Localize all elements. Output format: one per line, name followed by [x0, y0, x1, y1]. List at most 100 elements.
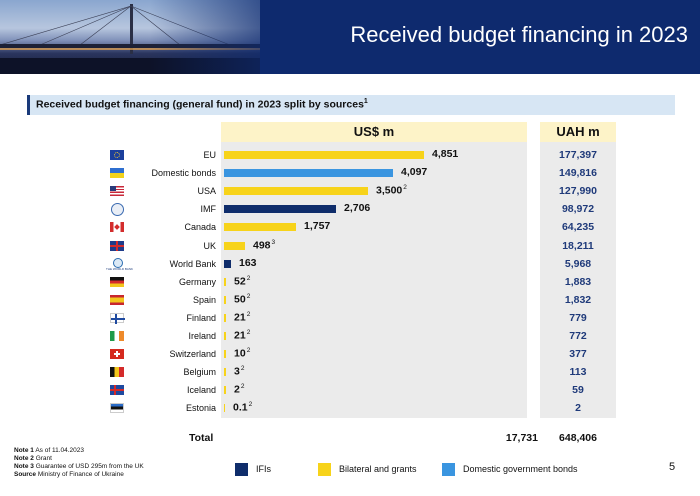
legend-item-ifis: IFIs	[235, 462, 271, 476]
flag-icon	[110, 240, 124, 251]
legend-swatch	[442, 462, 455, 476]
legend-item-bilateral: Bilateral and grants	[318, 462, 417, 476]
legend-swatch	[235, 462, 248, 476]
data-label-note: 2	[246, 347, 251, 355]
data-label-value: 2,706	[344, 202, 371, 215]
chart-subtitle: Received budget financing (general fund)…	[36, 98, 368, 111]
category-label: Germany	[178, 276, 216, 287]
flag-icon	[110, 403, 124, 414]
bar	[224, 386, 226, 395]
page-title: Received budget financing in 2023	[350, 22, 688, 47]
chart-row: UK 4983 18,211	[0, 238, 700, 256]
flag-icon	[110, 168, 124, 179]
total-label: Total	[189, 432, 214, 444]
data-label: 102	[234, 347, 250, 360]
footnote: Note 2 Grant	[14, 455, 144, 463]
data-label-note: 2	[246, 292, 251, 300]
data-label-value: 0.1	[233, 401, 248, 414]
chart-row: Iceland 22 59	[0, 382, 700, 400]
category-label: Switzerland	[169, 349, 216, 360]
data-label-note: 2	[246, 274, 251, 282]
uah-value: 98,972	[561, 203, 595, 216]
footnote-text: As of 11.04.2023	[35, 447, 84, 454]
footnote-key: Source	[14, 471, 37, 478]
bar	[224, 169, 393, 178]
data-label-value: 4,097	[401, 166, 428, 179]
chart-row: World Bank 163 5,968	[0, 256, 700, 274]
data-label-note: 2	[403, 184, 407, 192]
legend-item-domestic-bonds: Domestic government bonds	[442, 462, 578, 476]
data-label-value: 3	[234, 365, 240, 378]
flag-icon	[110, 186, 124, 197]
footnote-text: Grant	[35, 455, 52, 462]
data-label-note: 2	[240, 365, 245, 373]
category-label: Spain	[192, 294, 216, 305]
chart-row: Ireland 212 772	[0, 328, 700, 346]
category-label: Estonia	[185, 403, 216, 414]
bar	[224, 187, 368, 196]
data-label-value: 21	[234, 329, 246, 342]
data-label-value: 21	[234, 311, 246, 324]
bar	[224, 404, 225, 413]
uah-value: 2	[575, 402, 581, 415]
bar	[224, 313, 226, 322]
flag-icon	[111, 203, 124, 217]
legend-label: Bilateral and grants	[339, 464, 417, 474]
bar	[224, 277, 226, 286]
data-label: 4983	[253, 239, 275, 252]
uah-value: 772	[569, 330, 587, 342]
legend-label: Domestic government bonds	[463, 464, 578, 474]
header-banner: Received budget financing in 2023	[0, 0, 700, 74]
chart-row: Finland 212 779	[0, 310, 700, 328]
data-label-note: 3	[271, 238, 276, 246]
uah-value: 377	[569, 348, 587, 361]
data-label: 212	[234, 311, 250, 324]
bar	[224, 332, 226, 340]
data-label-value: 2	[234, 383, 240, 396]
bar	[224, 368, 226, 377]
chart-row: Domestic bonds 4,097 149,816	[0, 165, 700, 183]
data-label-value: 1,757	[304, 220, 331, 233]
data-label: 3,5002	[376, 184, 407, 197]
chart-row: Spain 502 1,832	[0, 292, 700, 310]
category-label: Canada	[184, 222, 216, 233]
bar	[224, 223, 296, 232]
category-label: Iceland	[186, 385, 216, 396]
bar	[224, 350, 226, 359]
uah-value: 113	[569, 366, 587, 379]
flag-icon	[110, 349, 124, 360]
category-label: USA	[197, 186, 216, 197]
data-label-note: 2	[240, 383, 245, 391]
uah-value: 127,990	[559, 185, 597, 198]
footnotes: Note 1 As of 11.04.2023 Note 2 Grant Not…	[14, 447, 144, 479]
data-label-value: 4,851	[432, 148, 459, 160]
footnote-text: Ministry of Finance of Ukraine	[37, 471, 124, 478]
data-label-note: 2	[248, 401, 253, 409]
flag-icon	[110, 294, 124, 305]
data-label: 32	[234, 365, 244, 378]
bar	[224, 151, 424, 159]
data-label: 212	[234, 329, 250, 342]
data-label: 4,097	[401, 166, 427, 178]
total-usd: 17,731	[505, 432, 538, 444]
chart-row: IMF 2,706 98,972	[0, 201, 700, 219]
usd-column-header: US$ m	[221, 122, 527, 142]
chart-row: Canada 1,757 64,235	[0, 219, 700, 237]
data-label: 1,757	[304, 220, 330, 232]
footnote-key: Note 3	[14, 463, 34, 470]
uah-value: 59	[572, 384, 584, 397]
uah-value: 779	[569, 311, 587, 324]
data-label-value: 10	[234, 347, 246, 360]
banner-fade	[150, 0, 310, 74]
bar	[224, 259, 231, 268]
flag-icon	[110, 222, 124, 233]
chart-row: Switzerland 102 377	[0, 346, 700, 364]
legend-swatch	[318, 462, 331, 476]
uah-column-header: UAH m	[540, 122, 616, 142]
uah-value: 1,832	[564, 293, 592, 306]
data-label: 502	[234, 293, 250, 306]
uah-value: 5,968	[564, 257, 592, 270]
data-label: 0.12	[233, 401, 252, 414]
category-label: World Bank	[169, 258, 216, 269]
category-label: EU	[203, 150, 216, 160]
